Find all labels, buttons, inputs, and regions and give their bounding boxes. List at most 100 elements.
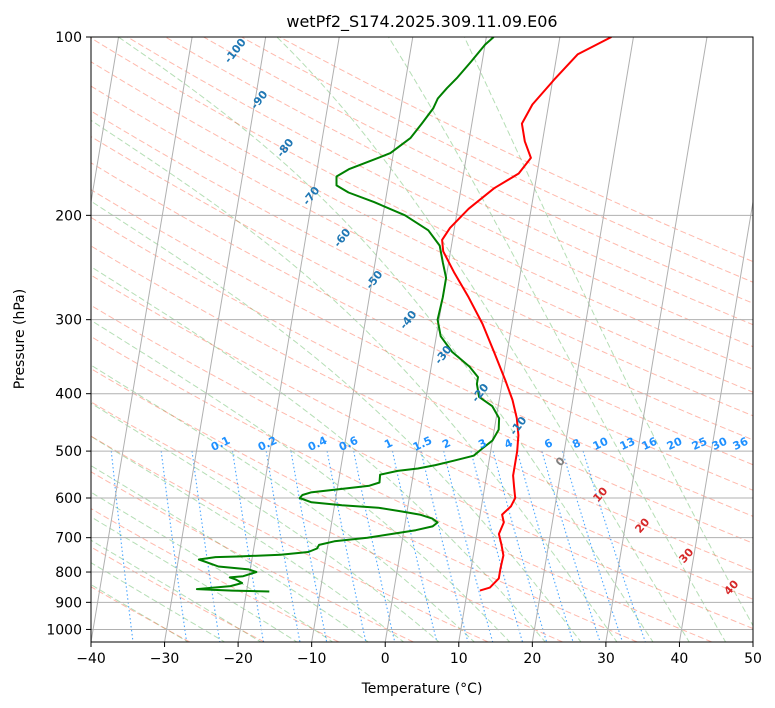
dry-adiabat-line [91,216,753,544]
moist-adiabat-line [118,37,654,642]
isotherm-line [311,37,414,642]
dry-adiabat-line [91,136,753,466]
dry-adiabat-line [91,245,753,572]
mixing-ratio-line [492,450,548,642]
moist-adiabat-line [388,37,727,642]
mixing-ratio-label: 16 [640,435,660,453]
dry-adiabat-line [127,37,753,348]
dry-adiabat-line [91,435,489,642]
isotherm-line [164,37,267,642]
mixing-ratio-line [582,450,646,642]
moist-adiabat-line [91,539,262,642]
dry-adiabat-line [91,368,638,642]
chart-title: wetPf2_S174.2025.309.11.09.E06 [286,12,557,32]
dry-adiabats [91,37,753,642]
moist-adiabat-line [91,491,334,642]
mixing-ratio-line [516,450,574,642]
mixing-ratio-line [561,450,624,642]
plot-contents: -100-90-80-70-60-50-40-30-20-10010203040… [91,37,753,642]
mixing-ratio-line [470,450,524,642]
moist-adiabat-line [91,364,476,642]
y-axis: 1000 900 800 700 600 500 400 300 200 100 [46,30,91,638]
x-tick-label: −30 [150,651,180,667]
isotherm-line [678,198,753,642]
dry-adiabat-line [91,335,712,642]
dry-adiabat-line [91,37,753,370]
x-axis: −40 −30 −20 −10 0 10 20 30 40 50 [76,642,762,667]
y-tick-label: 100 [55,30,82,46]
isotherm-line [605,37,708,642]
isotherm-line [384,37,487,642]
isotherm-line [91,37,193,642]
isotherm-line [237,37,340,642]
dry-adiabat-line [91,274,753,600]
x-tick-label: −10 [297,651,327,667]
y-tick-label: 900 [55,595,82,611]
x-tick-label: −20 [223,651,253,667]
mixing-ratio-lines [110,450,646,642]
dry-adiabat-line [279,37,753,263]
temperature-profile-line [441,37,612,592]
moist-adiabat-line [91,584,190,642]
dry-adiabat-line [165,37,753,326]
dry-adiabat-line [91,85,753,417]
dry-adiabat-line [91,61,753,393]
moist-adiabat-line [463,37,753,627]
skewed-isotherms [91,37,753,642]
mixing-ratio-line [391,450,438,642]
x-tick-label: 0 [381,651,390,667]
moist-adiabat-line [91,465,370,642]
data-series [195,37,612,593]
plot-area [91,37,753,642]
x-tick-label: 30 [597,651,615,667]
mixing-ratio-label: 20 [665,435,685,453]
x-tick-label: 20 [523,651,541,667]
mixing-ratio-line [160,451,188,642]
moist-adiabat-line [91,402,440,642]
mixing-ratio-label: 36 [731,435,751,453]
isotherm-line [458,37,561,642]
dry-adiabat-line [91,304,753,630]
x-tick-label: 50 [744,651,762,667]
mixing-ratio-line [326,450,367,642]
dry-adiabat-line [91,401,563,642]
isotherm-line [91,37,120,205]
moist-adiabat-line [91,119,618,642]
y-tick-label: 200 [55,208,82,224]
y-tick-label: 800 [55,565,82,581]
x-axis-label: Temperature (°C) [361,681,483,697]
mixing-ratio-label: 25 [690,435,709,453]
y-tick-label: 500 [55,444,82,460]
y-axis-label: Pressure (hPa) [12,289,28,389]
isotherm-line [752,638,753,642]
y-tick-label: 1000 [46,622,82,638]
mixing-ratio-label: 30 [710,435,730,453]
mixing-ratio-line [110,451,134,642]
mixing-ratio-line [191,451,221,642]
x-tick-label: −40 [76,651,106,667]
x-tick-label: 40 [671,651,689,667]
y-tick-label: 300 [55,313,82,329]
isobars [91,37,753,630]
mixing-ratio-line [541,450,601,642]
x-tick-label: 10 [450,651,468,667]
mixing-ratio-label: 13 [618,435,637,453]
mixing-ratio-line [353,450,396,642]
dewpoint-profile-line [195,37,501,593]
y-tick-label: 700 [55,531,82,547]
y-tick-label: 600 [55,491,82,507]
mixing-ratio-label: 10 [591,435,611,453]
moist-adiabat-line [91,200,582,642]
moist-adiabat-line [91,562,226,642]
isotherm-line [531,37,634,642]
dry-adiabat-line [91,110,753,441]
dry-adiabat-line [241,37,753,283]
moist-adiabat-line [91,266,546,642]
dry-adiabat-line [91,162,753,491]
moist-adiabat-line [276,37,690,642]
y-tick-label: 400 [55,387,82,403]
mixing-ratio-line [420,450,469,642]
plot-frame [90,36,754,643]
